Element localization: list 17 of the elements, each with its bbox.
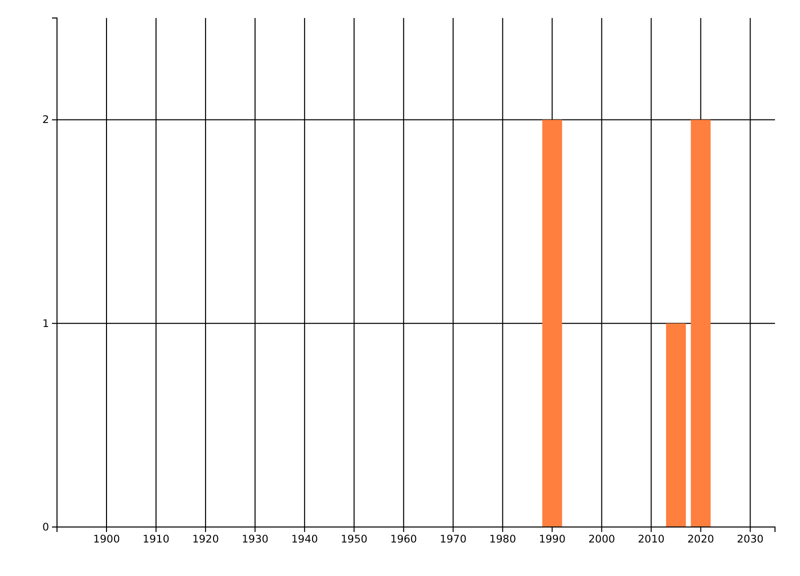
x-tick-label: 1980 bbox=[489, 533, 516, 546]
x-tick-label: 2010 bbox=[638, 533, 665, 546]
y-tick-label: 2 bbox=[42, 114, 49, 126]
x-tick-label: 1990 bbox=[538, 533, 566, 546]
x-tick-label: 1950 bbox=[340, 533, 368, 546]
x-tick-label: 1960 bbox=[390, 533, 417, 546]
x-tick-label: 1900 bbox=[93, 533, 120, 546]
x-tick-label: 2020 bbox=[687, 533, 714, 546]
x-tick-label: 2000 bbox=[588, 533, 616, 546]
x-tick-label: 1930 bbox=[242, 533, 268, 546]
x-tick-label: 1940 bbox=[291, 533, 318, 546]
x-tick-label: 1920 bbox=[192, 533, 219, 546]
y-tick-label: 0 bbox=[42, 521, 49, 534]
x-tick-label: 1910 bbox=[142, 533, 170, 546]
x-tick-label: 2030 bbox=[736, 533, 764, 546]
x-tick-label: 1970 bbox=[440, 533, 467, 546]
y-tick-label: 1 bbox=[42, 318, 49, 330]
